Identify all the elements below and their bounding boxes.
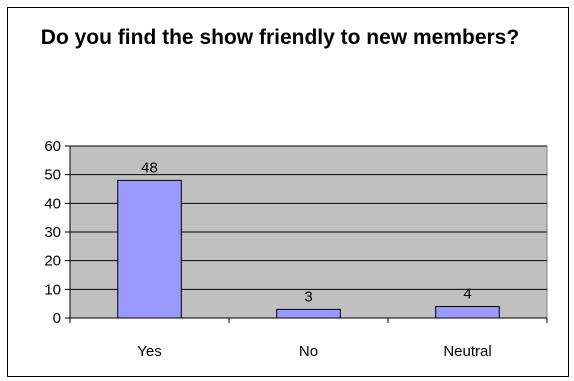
y-tick-label: 60 — [44, 138, 61, 155]
y-tick-label: 0 — [53, 310, 61, 327]
bar-yes — [117, 179, 182, 319]
bar-no — [276, 308, 341, 319]
y-tick-label: 20 — [44, 253, 61, 270]
x-tick-label: No — [299, 343, 318, 360]
chart-title: Do you find the show friendly to new mem… — [40, 26, 520, 49]
y-tick-label: 10 — [44, 281, 61, 298]
y-tick-label: 30 — [44, 224, 61, 241]
bars — [117, 179, 500, 319]
x-tick-label: Yes — [137, 343, 161, 360]
bar-neutral — [435, 306, 500, 319]
y-tick-label: 50 — [44, 167, 61, 184]
data-label: 4 — [463, 286, 471, 303]
x-tick-label: Neutral — [443, 343, 491, 360]
data-label: 3 — [304, 288, 312, 305]
data-label: 48 — [141, 159, 158, 176]
y-tick-label: 40 — [44, 195, 61, 212]
axes — [65, 145, 548, 323]
labels: 0 10 20 30 40 50 60 48 Yes 3 No 4 Neutral — [44, 138, 491, 360]
